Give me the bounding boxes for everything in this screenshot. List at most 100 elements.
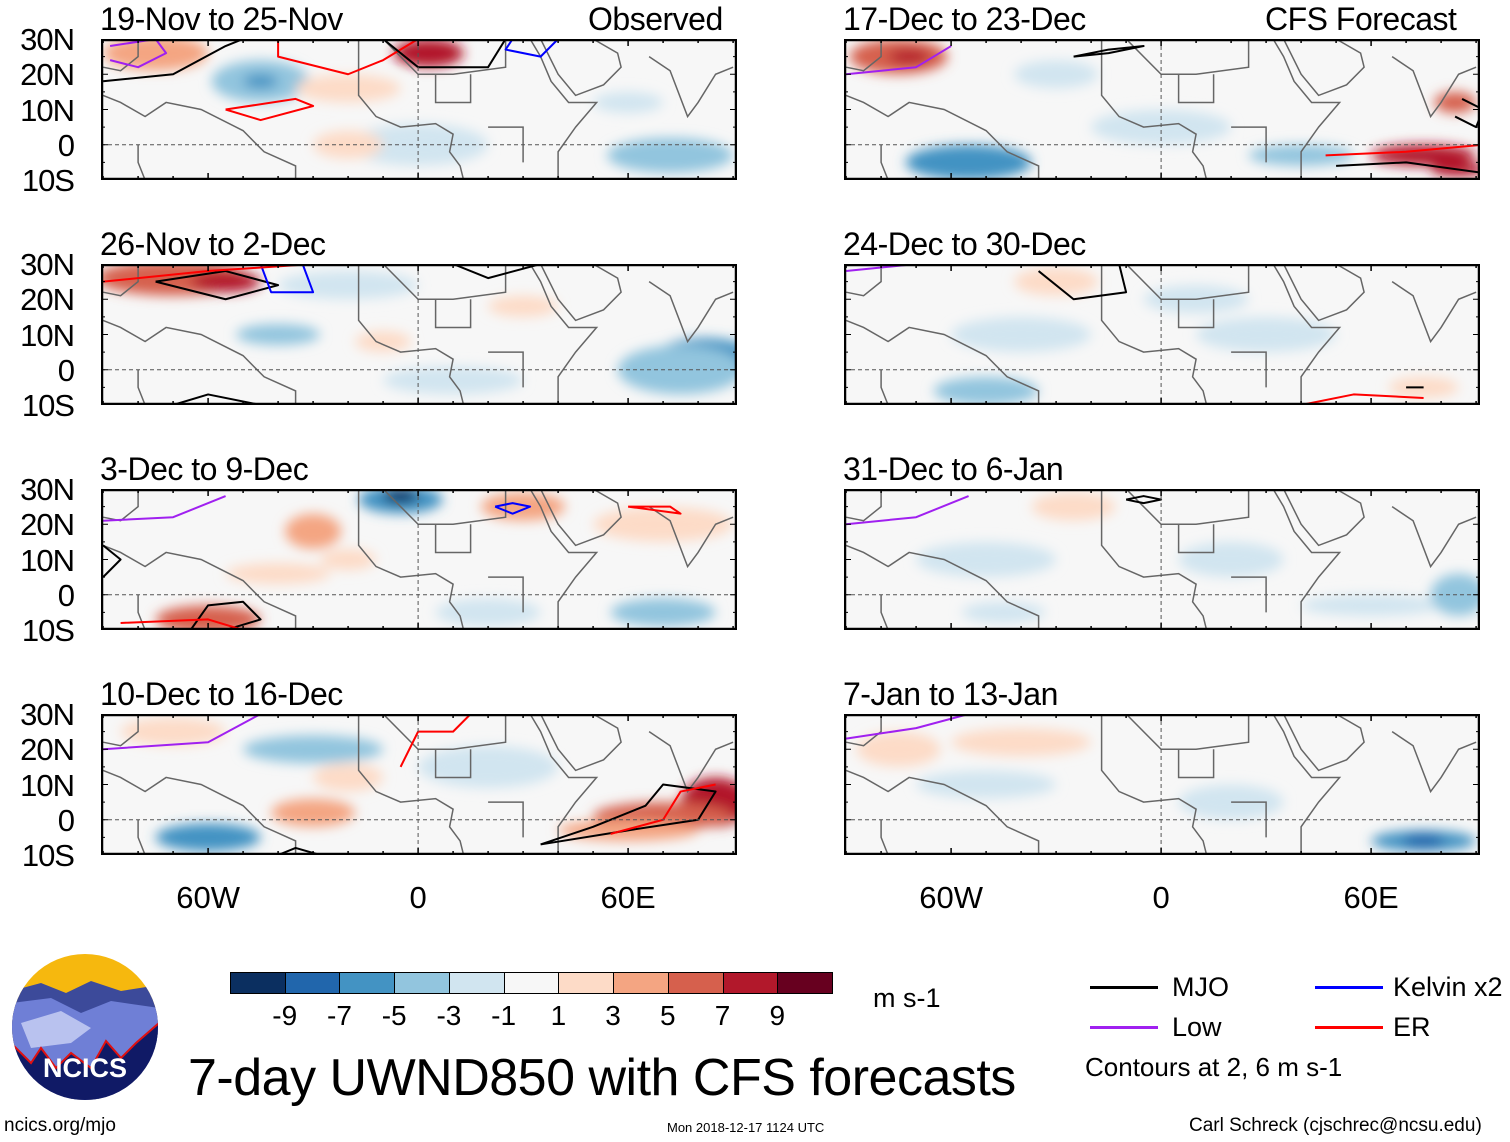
forecast-map-panel xyxy=(844,714,1480,855)
coastline xyxy=(1231,576,1267,613)
colorbar-tick-label: -1 xyxy=(491,1000,517,1031)
wind-anomaly xyxy=(481,492,566,521)
wind-anomaly xyxy=(271,798,356,827)
coastline xyxy=(845,264,882,297)
wind-anomaly xyxy=(1178,784,1284,820)
latitude-label: 20N xyxy=(20,282,75,318)
colorbar-tick-label: 9 xyxy=(769,1000,786,1031)
legend-mjo-label: MJO xyxy=(1172,972,1229,1002)
coastline xyxy=(434,74,472,104)
coastline xyxy=(102,319,297,405)
colorbar-swatch xyxy=(394,972,450,994)
legend-kelvin-label: Kelvin x2 xyxy=(1393,972,1503,1002)
colorbar-swatch xyxy=(722,972,779,994)
wind-anomaly xyxy=(488,295,559,317)
coastline xyxy=(845,94,1040,180)
legend-low-line xyxy=(1090,1026,1158,1029)
coastline xyxy=(1282,264,1365,322)
coastline xyxy=(137,594,146,630)
colorbar-swatch xyxy=(777,972,833,994)
coastline xyxy=(845,769,1040,855)
logo-text: NCICS xyxy=(43,1053,127,1083)
latitude-label: 10S xyxy=(21,613,75,648)
panel-title: 7-Jan to 13-Jan xyxy=(843,676,1058,712)
contour-line xyxy=(845,45,952,76)
latitude-label: 10S xyxy=(21,838,75,873)
coastline xyxy=(488,576,524,613)
legend-er-line xyxy=(1315,1026,1383,1029)
contour-line xyxy=(1073,45,1145,58)
contour-line xyxy=(1300,393,1424,405)
wind-anomaly xyxy=(155,823,261,852)
colorbar-swatch xyxy=(230,972,286,994)
coastline xyxy=(539,714,622,772)
contour-line xyxy=(1325,144,1480,157)
wind-anomaly xyxy=(1371,144,1477,166)
wind-anomaly xyxy=(313,763,384,792)
wind-anomaly xyxy=(951,728,1092,757)
coastline xyxy=(1272,489,1342,630)
latitude-label: 20N xyxy=(20,732,75,768)
contour-line xyxy=(540,783,717,846)
panel-title: 24-Dec to 30-Dec xyxy=(843,226,1086,262)
contour-line xyxy=(627,505,682,515)
wind-anomaly xyxy=(1196,317,1337,352)
coastline xyxy=(1282,714,1365,772)
coastline xyxy=(1125,714,1250,750)
colorbar-tick-label: 1 xyxy=(550,1000,567,1031)
coastline xyxy=(102,94,297,180)
wind-anomaly xyxy=(961,601,1046,623)
coastline xyxy=(1391,56,1477,119)
panel-title: 17-Dec to 23-Dec xyxy=(843,1,1086,37)
latitude-label: 10S xyxy=(21,163,75,198)
colorbar-tick-label: -9 xyxy=(272,1000,298,1031)
observed-map-panel xyxy=(101,264,737,405)
wind-anomaly xyxy=(320,549,377,570)
contour-line xyxy=(399,714,472,768)
coastline xyxy=(880,819,889,855)
legend-kelvin-line xyxy=(1315,986,1383,989)
longitude-label: 60E xyxy=(1343,880,1399,915)
contour-line xyxy=(452,264,541,280)
wind-anomaly xyxy=(243,735,384,764)
colorbar-units: m s-1 xyxy=(873,983,941,1013)
longitude-label: 60W xyxy=(919,880,983,915)
coastline xyxy=(102,714,139,747)
coastline xyxy=(102,39,139,72)
forecast-map-panel xyxy=(844,489,1480,630)
panel-title: 19-Nov to 25-Nov xyxy=(100,1,343,37)
ncics-logo: NCICS xyxy=(11,953,159,1101)
coastline xyxy=(382,39,507,75)
coastline xyxy=(880,594,889,630)
coastline xyxy=(529,264,599,405)
wind-anomaly xyxy=(593,91,664,113)
coastline xyxy=(488,351,524,388)
coastline xyxy=(845,714,882,747)
colorbar-tick-label: 3 xyxy=(605,1000,621,1031)
coastline xyxy=(529,39,599,180)
footer-url: ncics.org/mjo xyxy=(4,1115,116,1136)
coastline xyxy=(1177,299,1215,329)
coastline xyxy=(1125,264,1250,300)
latitude-label: 0 xyxy=(57,127,75,163)
observed-label: Observed xyxy=(588,1,723,37)
coastline xyxy=(1282,39,1365,97)
coastline xyxy=(539,39,622,97)
contour-line xyxy=(494,502,532,515)
colorbar-swatch xyxy=(558,972,615,994)
wind-anomaly xyxy=(393,39,464,68)
latitude-label: 10S xyxy=(21,388,75,423)
wind-anomaly xyxy=(103,39,209,71)
latitude-label: 30N xyxy=(20,247,75,282)
contour-line xyxy=(189,600,262,630)
contour-line xyxy=(1336,161,1480,174)
coastline xyxy=(880,144,889,180)
coastline xyxy=(880,369,889,405)
contour-line xyxy=(103,714,262,751)
wind-anomaly xyxy=(236,324,321,345)
coastline xyxy=(1231,126,1267,163)
latitude-label: 30N xyxy=(20,472,75,507)
observed-map-panel xyxy=(101,489,737,630)
figure-title: 7-day UWND850 with CFS forecasts xyxy=(188,1049,1016,1107)
wind-anomaly xyxy=(933,376,1039,405)
